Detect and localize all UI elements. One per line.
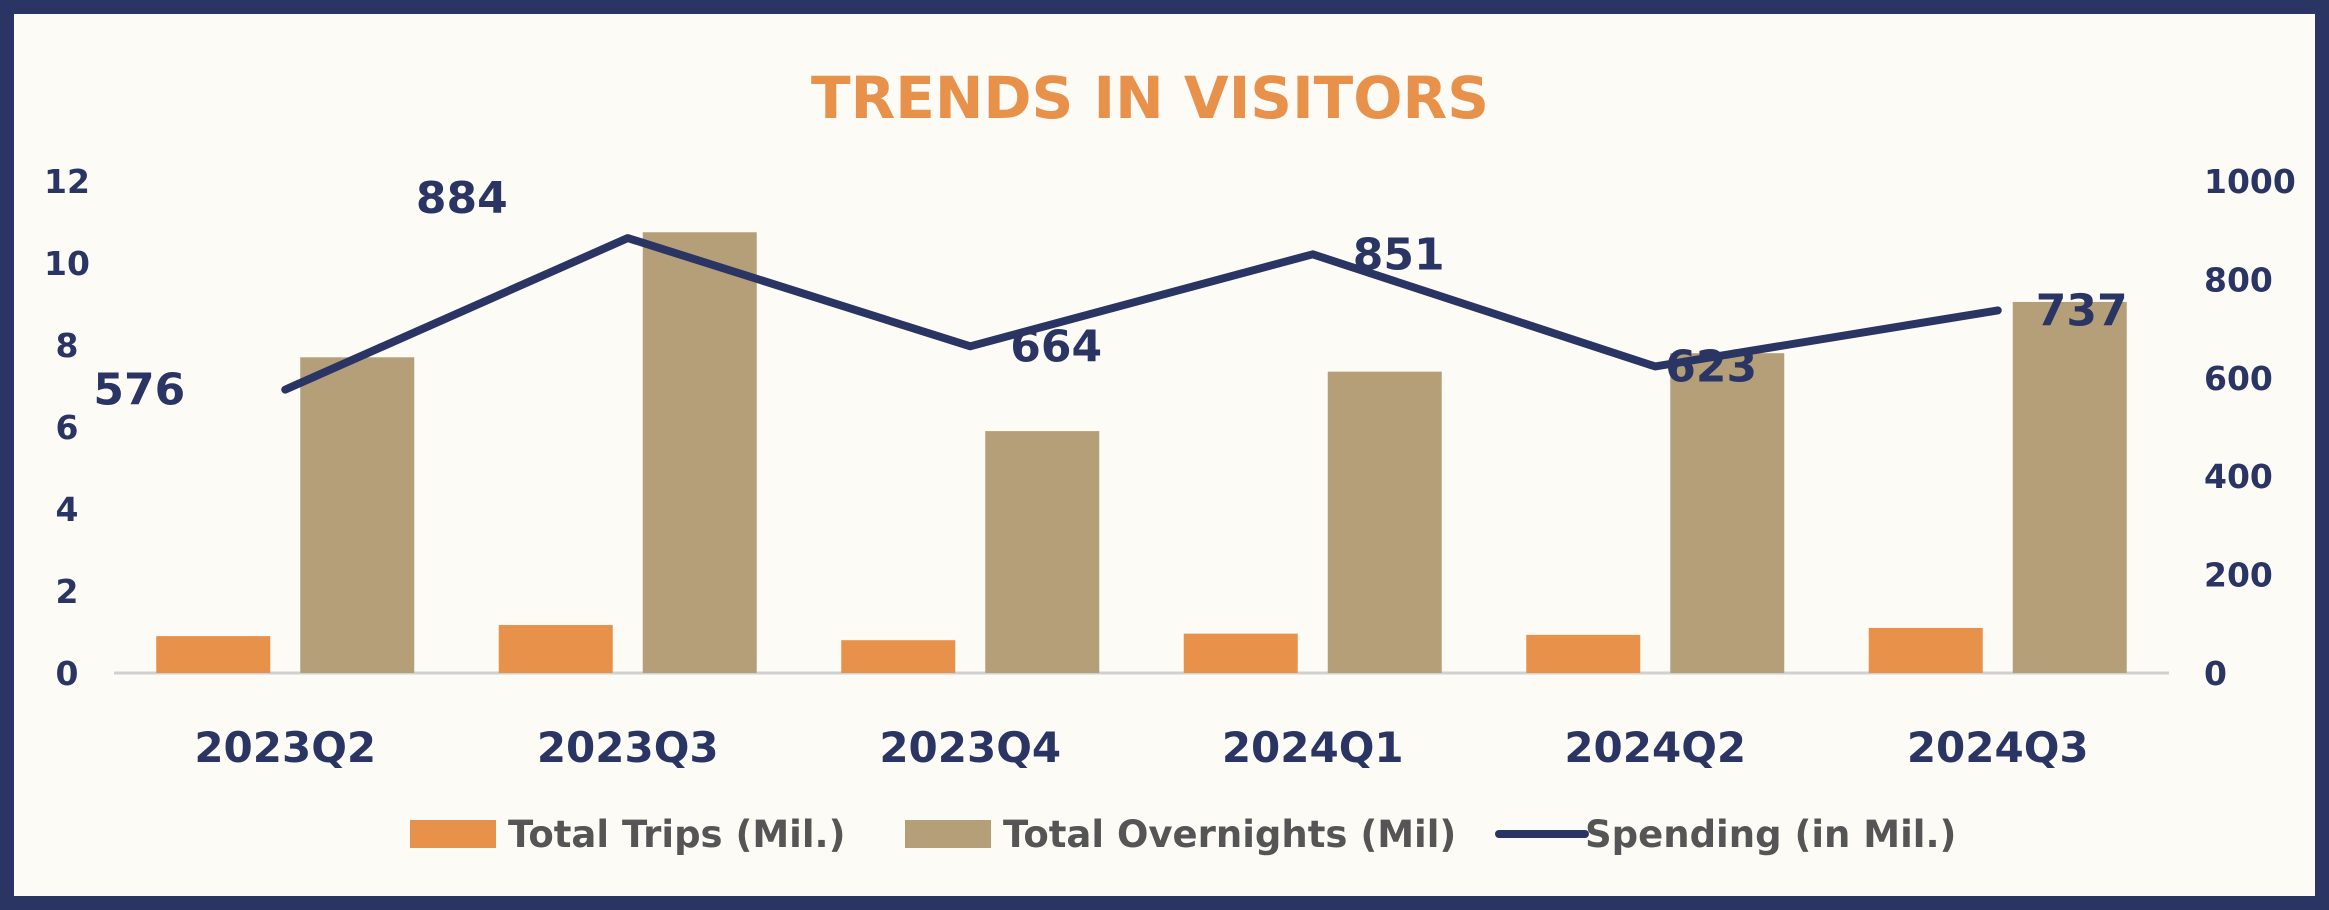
category-label: 2023Q3 — [537, 723, 719, 772]
left-tick-label: 4 — [56, 490, 79, 529]
spending-data-label: 884 — [416, 173, 508, 224]
left-tick-label: 6 — [56, 408, 79, 447]
left-tick-label: 2 — [56, 572, 79, 611]
legend: Total Trips (Mil.) Total Overnights (Mil)… — [410, 813, 1956, 856]
bar-total-trips — [498, 625, 613, 673]
bar-total-overnights — [985, 431, 1100, 673]
category-label: 2023Q2 — [194, 723, 376, 772]
spending-data-label: 623 — [1665, 341, 1757, 392]
bar-total-trips — [1868, 627, 1983, 673]
category-label: 2023Q4 — [879, 723, 1061, 772]
left-tick-label: 8 — [56, 326, 79, 365]
spending-data-label: 851 — [1353, 229, 1445, 280]
chart-title: TRENDS IN VISITORS — [811, 64, 1489, 132]
right-tick-label: 400 — [2204, 457, 2273, 496]
right-tick-label: 200 — [2204, 556, 2273, 595]
spending-data-label: 664 — [1010, 321, 1102, 372]
legend-swatch — [410, 820, 496, 848]
left-axis: 0 2 4 6 8 10 12 — [44, 162, 90, 693]
legend-swatch — [905, 820, 991, 848]
spending-line — [281, 234, 2002, 394]
right-tick-label: 800 — [2204, 260, 2273, 299]
bar-total-trips — [841, 640, 956, 673]
right-tick-label: 600 — [2204, 359, 2273, 398]
right-tick-label: 1000 — [2204, 162, 2296, 201]
bars — [156, 232, 2127, 673]
legend-label: Total Trips (Mil.) — [508, 813, 846, 856]
spending-data-label: 737 — [2036, 285, 2128, 336]
trends-chart: TRENDS IN VISITORS 0 2 4 6 8 10 12 0 200 400 600 8… — [44, 64, 2296, 856]
category-label: 2024Q1 — [1222, 723, 1404, 772]
spending-data-label: 576 — [93, 365, 185, 416]
legend-label: Total Overnights (Mil) — [1003, 813, 1456, 856]
category-labels: 2023Q2 2023Q3 2023Q4 2024Q1 2024Q2 2024Q3 — [194, 723, 2088, 772]
bar-total-overnights — [642, 232, 757, 673]
bar-total-overnights — [1670, 353, 1785, 673]
bar-total-overnights — [300, 357, 415, 673]
bar-total-trips — [156, 636, 271, 673]
legend-label: Spending (in Mil.) — [1585, 813, 1956, 856]
data-labels: 576 884 664 851 623 737 — [93, 173, 2127, 416]
left-tick-label: 12 — [44, 162, 90, 201]
bar-total-overnights — [1327, 371, 1442, 673]
right-tick-label: 0 — [2204, 654, 2227, 693]
chart-frame: TRENDS IN VISITORS 0 2 4 6 8 10 12 0 200 400 600 8… — [14, 14, 2315, 896]
right-axis: 0 200 400 600 800 1000 — [2204, 162, 2296, 693]
bar-total-trips — [1526, 634, 1641, 673]
left-tick-label: 10 — [44, 244, 90, 283]
bar-total-overnights — [2012, 301, 2127, 673]
category-label: 2024Q3 — [1907, 723, 2089, 772]
category-label: 2024Q2 — [1564, 723, 1746, 772]
left-tick-label: 0 — [56, 654, 79, 693]
bar-total-trips — [1183, 633, 1298, 673]
